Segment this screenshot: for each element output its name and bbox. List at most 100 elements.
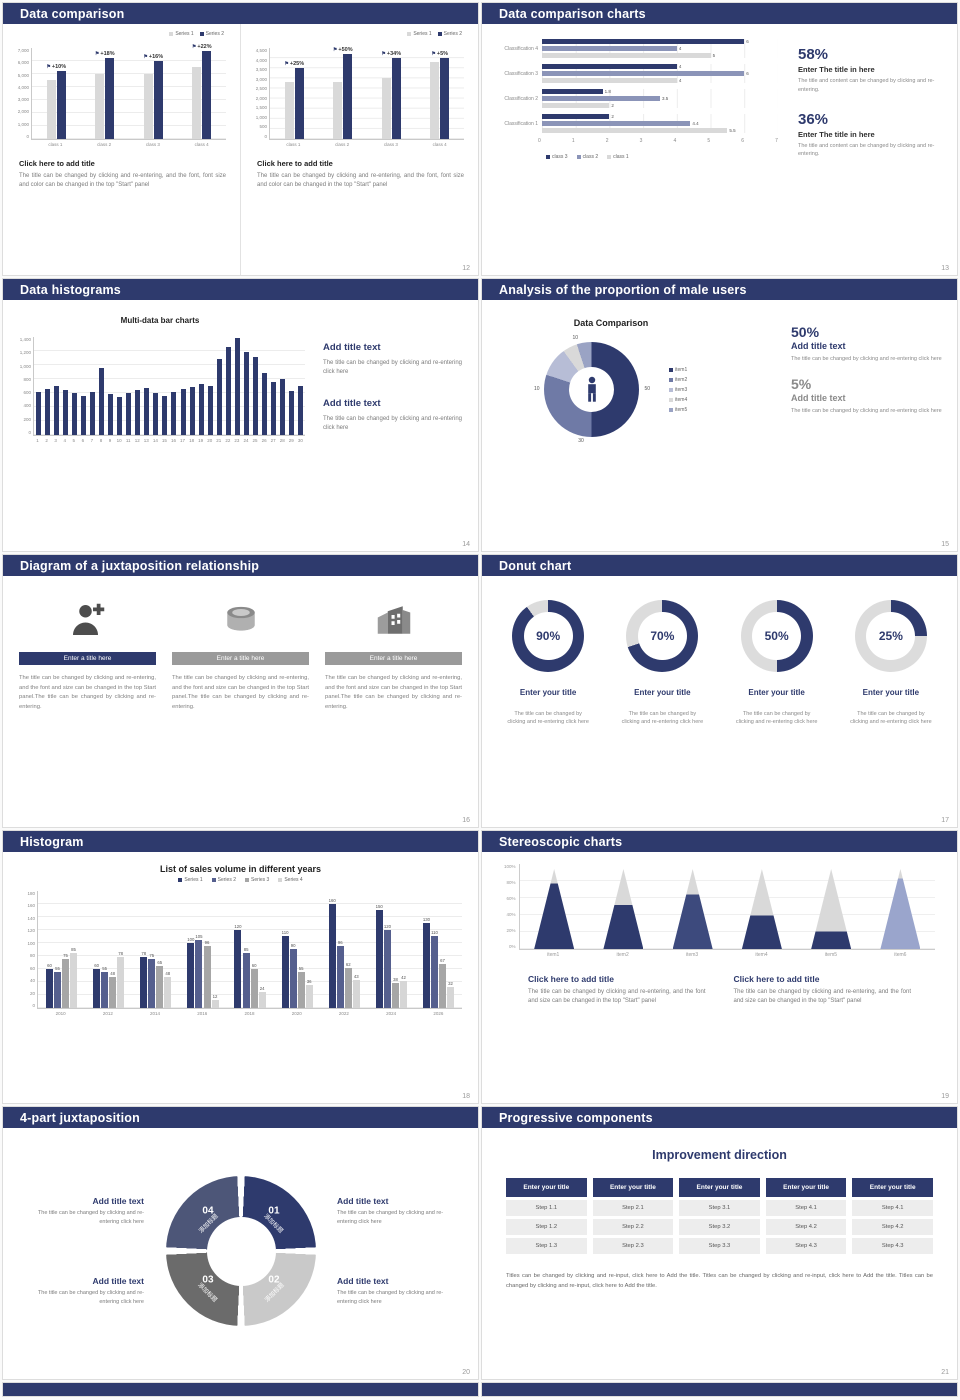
bar — [36, 392, 42, 435]
bar — [422, 923, 430, 1008]
bars — [333, 54, 353, 139]
slide-18[interactable]: Histogram List of sales volume in differ… — [2, 830, 479, 1104]
legend-label: Series 1 — [413, 31, 432, 37]
stat-body: The title and content can be changed by … — [798, 78, 935, 93]
bar — [439, 964, 447, 1008]
bar-value: 60 — [94, 963, 100, 968]
plot-main: 1 2 3 4 5 6 7 8 9 10 11 12 13 14 15 16 17 18 19 20 21 22 23 24 2… — [33, 337, 305, 443]
y-tick-label: 0 — [28, 429, 31, 435]
bar — [195, 940, 203, 1008]
y-tick-label: 800 — [23, 376, 31, 382]
chart-title: Multi-data bar charts — [120, 316, 200, 325]
plot-main: ⚑ +10% ⚑ +18% ⚑ +16% ⚑ +22% class 1 class 2 class … — [31, 44, 226, 147]
x-tick-label: 2014 — [150, 1011, 161, 1016]
bar-column — [243, 352, 249, 435]
cone-item — [520, 864, 589, 949]
s13-stats: 58% Enter The title in here The title an… — [778, 36, 945, 275]
y-tick-label: 400 — [23, 403, 31, 409]
gauge-title: Enter your title — [862, 688, 920, 697]
column-title: Enter your title — [506, 1178, 587, 1197]
legend-item: item2 — [669, 377, 687, 383]
y-tick-label: 1,000 — [255, 114, 267, 120]
bars — [162, 396, 168, 435]
bar-column — [270, 382, 276, 435]
bar-column: 24 — [258, 986, 266, 1008]
slide-16[interactable]: Diagram of a juxtaposition relationship … — [2, 554, 479, 828]
slide-14[interactable]: Data histograms Multi-data bar charts 1,… — [2, 278, 479, 552]
bar-row: 6 — [542, 71, 778, 76]
legend-item: item3 — [669, 387, 687, 393]
bar-group: ⚑ +22% — [178, 44, 227, 139]
bar-column: 75 — [148, 953, 156, 1008]
donut-hole — [568, 366, 615, 413]
slide-16-title: Diagram of a juxtaposition relationship — [20, 558, 260, 573]
bar-group — [251, 357, 260, 435]
x-tick-label: 4 — [673, 138, 677, 144]
column-title: Enter your title — [765, 1178, 847, 1197]
legend-item: Series 1 — [407, 31, 432, 37]
bar-group — [106, 394, 115, 435]
bar — [431, 936, 439, 1008]
bars — [261, 373, 267, 435]
slide-13[interactable]: Data comparison charts Classification 4 6… — [481, 2, 958, 276]
plot-main: 60 55 75 85 60 55 48 78 78 75 65 48 100 105 96 12 120 85 6… — [37, 891, 462, 1016]
y-tick-label: 4,000 — [17, 84, 29, 90]
gauge-hole: 70% — [637, 611, 687, 661]
cone-item — [589, 864, 658, 949]
bar — [144, 388, 150, 435]
bar-column: 43 — [352, 974, 360, 1008]
slide-20[interactable]: 4-part juxtaposition 01 添加标题 02 添加标题 03 添加标题 0… — [2, 1106, 479, 1380]
cone-shape — [534, 869, 575, 949]
bar — [90, 392, 96, 435]
y-tick-label: 1,000 — [17, 121, 29, 127]
gauge-title: Enter your title — [748, 688, 805, 697]
bar-group: 60 55 48 78 — [85, 951, 132, 1008]
growth-label: ⚑ +25% — [284, 61, 304, 67]
gauge-title: Enter your title — [634, 688, 691, 697]
bars — [180, 389, 186, 435]
bars — [99, 368, 105, 435]
slide-12[interactable]: Data comparison Series 1 Series 2 7,000 6,… — [2, 2, 479, 276]
slide-23-partial-header[interactable] — [481, 1382, 958, 1397]
bar — [216, 359, 222, 435]
slide-number: 21 — [941, 1369, 949, 1376]
legend-item: Series 2 — [437, 31, 462, 37]
bar-column: 90 — [289, 943, 297, 1008]
legend-swatch-icon — [669, 407, 673, 412]
bar-column — [56, 71, 66, 139]
bars — [36, 392, 42, 435]
x-axis: class 1 class 2 class 3 class 4 — [269, 140, 464, 147]
slide-21[interactable]: Progressive components Improvement direc… — [481, 1106, 958, 1380]
y-tick-label: 0 — [32, 1002, 35, 1008]
bars — [143, 61, 163, 139]
bar-row: 5 — [542, 53, 778, 58]
x-axis: class 1 class 2 class 3 class 4 — [31, 140, 226, 147]
s12-panel-right: Series 1 Series 2 4,500 4,000 3,500 3,000 2,5… — [240, 24, 478, 275]
bar — [344, 968, 352, 1008]
legend-swatch-icon — [437, 32, 442, 36]
y-tick-label: 140 — [27, 915, 35, 921]
bar-stack: 6 4 5 — [542, 39, 778, 58]
quadrant-number: 02 — [268, 1274, 280, 1285]
slide-17[interactable]: Donut chart 90% Enter your title The title… — [481, 554, 958, 828]
slide-15[interactable]: Analysis of the proportion of male users… — [481, 278, 958, 552]
bar-column — [252, 357, 258, 435]
bar-column — [46, 80, 56, 139]
bar — [305, 985, 313, 1008]
bar — [279, 379, 285, 435]
slide-22-partial-header[interactable] — [2, 1382, 479, 1397]
growth-text: +34% — [386, 51, 402, 57]
bar-value: 60 — [251, 963, 257, 968]
y-tick-label: 2,000 — [255, 95, 267, 101]
bars — [126, 393, 132, 435]
bar — [192, 67, 202, 139]
bar — [258, 992, 266, 1008]
slide-19[interactable]: Stereoscopic charts 100% 80% 60% 40% 20% 0% it… — [481, 830, 958, 1104]
y-tick-label: 4,500 — [255, 48, 267, 53]
block-heading: Add title text — [92, 1276, 144, 1286]
x-tick-label: 4 — [63, 438, 66, 443]
bar — [140, 957, 148, 1008]
text-block: Click here to add title The title can be… — [528, 974, 706, 1007]
bar-column — [216, 359, 222, 435]
bar-group: 120 85 60 24 — [226, 924, 273, 1008]
